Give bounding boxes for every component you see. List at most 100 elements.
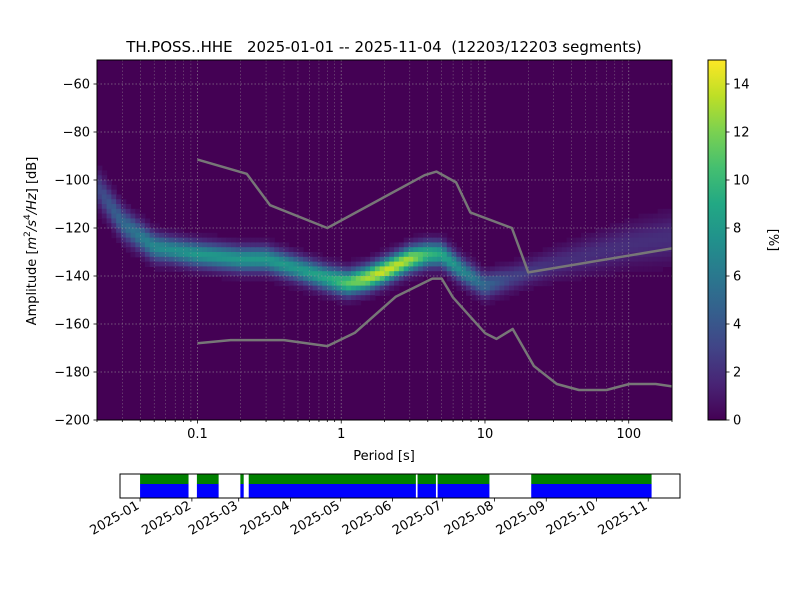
- heatmap-cell: [384, 290, 390, 296]
- grid-lines: [97, 60, 672, 420]
- heatmap-cell: [600, 232, 606, 239]
- heatmap-cell: [657, 208, 664, 215]
- heatmap-cell: [355, 261, 362, 267]
- heatmap-cell: [197, 256, 204, 263]
- heatmap-cell: [101, 184, 108, 191]
- heatmap-cell: [245, 237, 251, 243]
- heatmap-cell: [164, 232, 170, 239]
- heatmap-cell: [111, 228, 117, 234]
- heatmap-cell: [183, 242, 189, 248]
- heatmap-cell: [245, 247, 251, 253]
- heatmap-cell: [590, 271, 596, 277]
- heatmap-cell: [255, 247, 261, 253]
- heatmap-cell: [485, 276, 491, 282]
- heatmap-cell: [101, 194, 108, 200]
- heatmap-cell: [154, 256, 160, 263]
- heatmap-cell: [662, 242, 668, 248]
- heatmap-cell: [523, 276, 529, 282]
- heatmap-cell: [600, 271, 606, 277]
- coverage-frame: [119, 473, 681, 499]
- heatmap-cell: [590, 252, 596, 258]
- heatmap-cell: [648, 261, 654, 267]
- heatmap-cell: [638, 223, 644, 229]
- heatmap-cell: [97, 165, 103, 171]
- heatmap-cell: [465, 276, 472, 282]
- heatmap-cell: [97, 208, 103, 215]
- heatmap-cell: [470, 295, 477, 301]
- heatmap-cell: [183, 252, 189, 258]
- heatmap-cell: [97, 204, 103, 210]
- heatmap-cell: [144, 237, 151, 243]
- heatmap-cell: [624, 223, 630, 229]
- heatmap-cell: [231, 252, 237, 258]
- heatmap-cell: [480, 266, 486, 272]
- heatmap-cell: [130, 228, 136, 234]
- heatmap-cell: [384, 280, 390, 287]
- heatmap-cell: [149, 261, 156, 267]
- heatmap-cell: [183, 256, 189, 263]
- heatmap-cell: [643, 247, 649, 253]
- heatmap-cell: [494, 271, 501, 277]
- heatmap-cell: [221, 237, 227, 243]
- heatmap-cell: [202, 252, 208, 258]
- heatmap-cell: [336, 285, 342, 291]
- y-tick-label: −80: [63, 126, 90, 141]
- heatmap-cell: [274, 271, 280, 277]
- heatmap-cell: [542, 271, 549, 277]
- heatmap-cell: [451, 280, 457, 287]
- heatmap-cell: [461, 252, 467, 258]
- heatmap-cell: [566, 271, 572, 277]
- heatmap-cell: [135, 242, 141, 248]
- heatmap-cell: [130, 252, 136, 258]
- heatmap-cell: [609, 228, 616, 234]
- heatmap-cell: [542, 247, 549, 253]
- heatmap-cell: [662, 237, 668, 243]
- heatmap-cell: [288, 285, 295, 291]
- heatmap-cell: [331, 266, 338, 272]
- heatmap-cell: [552, 271, 558, 277]
- heatmap-cell: [413, 242, 419, 248]
- heatmap-cell: [307, 271, 314, 277]
- heatmap-cell: [451, 271, 457, 277]
- heatmap-cell: [561, 256, 568, 263]
- heatmap-cell: [442, 256, 448, 263]
- heatmap-cell: [250, 237, 256, 243]
- heatmap-cell: [183, 266, 189, 272]
- heatmap-cell: [154, 266, 160, 272]
- heatmap-cell: [394, 271, 400, 277]
- heatmap-cell: [504, 271, 510, 277]
- heatmap-cell: [590, 237, 596, 243]
- heatmap-cell: [418, 271, 424, 277]
- coverage-bars: [140, 474, 652, 498]
- heatmap-cell: [638, 213, 644, 219]
- heatmap-cell: [561, 266, 568, 272]
- heatmap-cell: [144, 252, 151, 258]
- x-tick-label: 100: [616, 427, 641, 442]
- heatmap-cell: [451, 266, 457, 272]
- heatmap-cell: [432, 232, 438, 239]
- heatmap-cell: [235, 242, 242, 248]
- heatmap-cell: [135, 213, 141, 219]
- heatmap-cell: [413, 247, 419, 253]
- heatmap-cell: [537, 252, 544, 258]
- heatmap-cell: [130, 232, 136, 239]
- heatmap-cell: [470, 271, 477, 277]
- heatmap-cell: [327, 256, 333, 263]
- heatmap-cell: [240, 237, 247, 243]
- heatmap-cell: [633, 256, 640, 263]
- heatmap-cell: [235, 256, 242, 263]
- heatmap-cell: [346, 261, 352, 267]
- heatmap-cell: [667, 256, 672, 263]
- heatmap-cell: [350, 256, 357, 263]
- heatmap-cell: [518, 256, 525, 263]
- heatmap-cell: [317, 280, 323, 287]
- heatmap-cell: [509, 280, 515, 287]
- heatmap-cell: [125, 247, 132, 253]
- heatmap-cell: [638, 228, 644, 234]
- heatmap-cell: [293, 247, 299, 253]
- heatmap-cell: [130, 223, 136, 229]
- heatmap-cell: [422, 232, 429, 239]
- heatmap-cell: [600, 228, 606, 234]
- heatmap-cell: [101, 208, 108, 215]
- heatmap-cell: [255, 266, 261, 272]
